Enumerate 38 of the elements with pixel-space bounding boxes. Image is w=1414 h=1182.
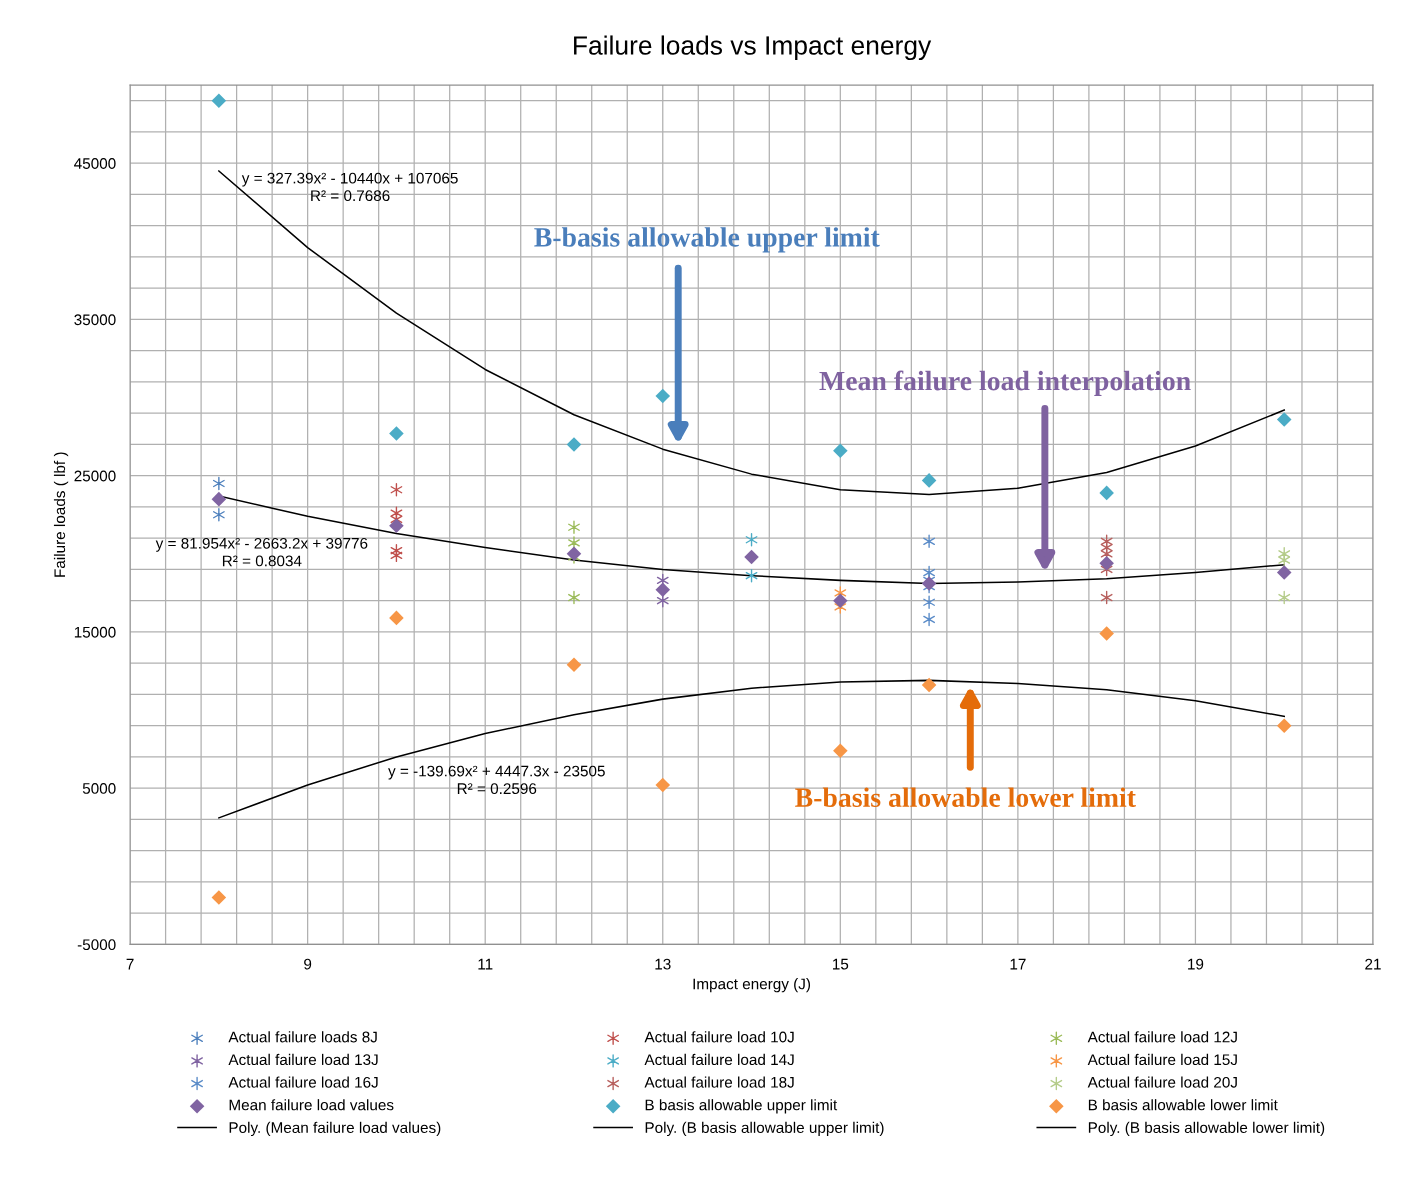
annotation: Mean failure load interpolation [819,370,1191,397]
legend-label: Actual failure load 20J [1087,1076,1237,1088]
legend-label: Poly. (Mean failure load values) [229,1121,441,1137]
y-tick-label: 15000 [74,626,116,638]
legend-label: Poly. (B basis allowable lower limit) [1088,1121,1325,1137]
legend-label: Poly. (B basis allowable upper limit) [645,1121,884,1137]
x-tick-label: 13 [655,958,671,970]
x-tick-label: 19 [1188,958,1204,970]
x-tick-label: 17 [1010,958,1026,970]
legend-label: Actual failure load 15J [1087,1053,1237,1066]
annotation: y = 327.39x² - 10440x + 107065 R² = 0.7686 [241,172,458,202]
annotation: y = 81.954x² - 2663.2x + 39776 R² = 0.8034 [155,537,368,567]
x-axis-title: Impact energy (J) [693,978,811,993]
annotation: y = -139.69x² + 4447.3x - 23505 R² = 0.2596 [388,765,605,795]
y-tick-label: 35000 [74,314,116,326]
legend-label: Actual failure load 13J [228,1053,378,1066]
chart-title: Failure loads vs Impact energy [574,35,932,61]
legend-label: Actual failure load 12J [1087,1031,1237,1043]
legend-label: Actual failure load 10J [644,1031,794,1043]
y-axis-title: Failure loads ( lbf ) [53,452,69,577]
legend-label: Actual failure load 18J [644,1076,794,1088]
x-tick-label: 15 [832,958,849,970]
legend-label: B basis allowable upper limit [645,1099,838,1114]
legend-label: B basis allowable lower limit [1088,1099,1278,1111]
legend-label: Actual failure load 16J [228,1076,378,1088]
y-tick-label: -5000 [77,939,116,951]
legend-label: Actual failure loads 8J [228,1031,377,1043]
annotation: B-basis allowable lower limit [795,787,1136,808]
x-tick-label: 11 [478,958,493,970]
x-tick-label: 7 [126,958,134,970]
y-tick-label: 45000 [74,158,116,169]
legend-label: Mean failure load values [229,1099,394,1111]
x-tick-label: 9 [304,958,312,970]
y-tick-label: 25000 [74,470,116,482]
y-tick-label: 5000 [82,783,116,794]
x-tick-label: 21 [1365,958,1381,970]
annotation: B-basis allowable upper limit [534,227,880,253]
legend-label: Actual failure load 14J [644,1053,794,1066]
